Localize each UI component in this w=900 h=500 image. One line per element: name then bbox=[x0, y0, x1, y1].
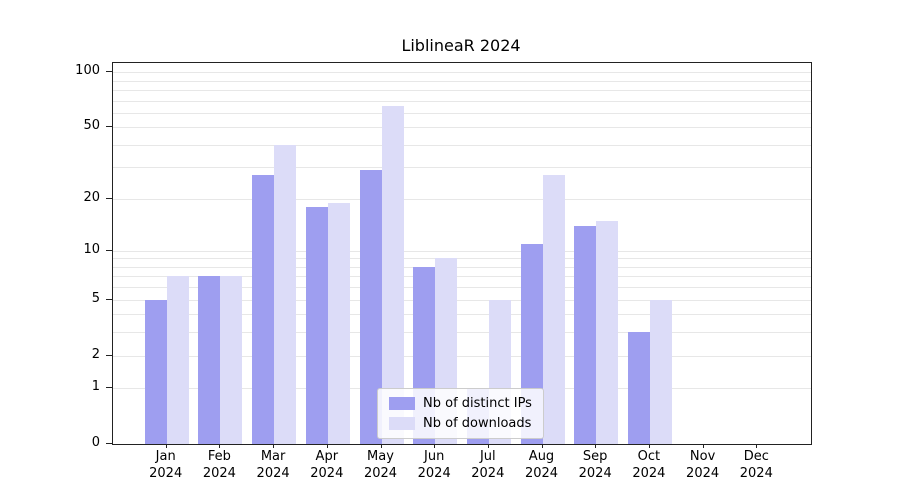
bar-distinct-ips bbox=[144, 299, 167, 444]
gridline bbox=[113, 127, 811, 129]
y-tick-label: 5 bbox=[91, 290, 100, 306]
y-tick-mark bbox=[106, 71, 112, 72]
x-tick-label: Dec 2024 bbox=[739, 449, 773, 481]
gridline bbox=[113, 198, 811, 200]
legend-item-downloads: Nb of downloads bbox=[389, 416, 532, 431]
gridline bbox=[113, 72, 811, 73]
y-tick-mark bbox=[106, 126, 112, 128]
bar-distinct-ips bbox=[574, 225, 597, 444]
y-tick-label: 2 bbox=[91, 346, 100, 362]
x-tick-mark bbox=[165, 444, 167, 448]
gridline bbox=[113, 276, 811, 278]
x-tick-label: Jun 2024 bbox=[417, 449, 451, 481]
legend-item-distinct-ips: Nb of distinct IPs bbox=[389, 396, 532, 411]
y-tick-label: 20 bbox=[83, 189, 100, 205]
gridline bbox=[113, 100, 811, 102]
bar-downloads bbox=[649, 299, 672, 444]
gridline bbox=[113, 287, 811, 289]
y-axis: 0 1 2 5 10 20 50 100 bbox=[0, 62, 112, 450]
legend-label-distinct-ips: Nb of distinct IPs bbox=[423, 396, 532, 411]
legend-swatch-downloads bbox=[389, 417, 415, 430]
bar-downloads bbox=[542, 175, 565, 444]
bar-distinct-ips bbox=[305, 206, 328, 444]
x-tick-label: Sep 2024 bbox=[578, 449, 612, 481]
bar-downloads bbox=[274, 144, 297, 444]
x-tick-mark bbox=[380, 444, 382, 448]
x-tick-label: Jul 2024 bbox=[471, 449, 505, 481]
y-tick-label: 10 bbox=[83, 241, 100, 257]
gridline bbox=[113, 314, 811, 316]
x-tick-label: Nov 2024 bbox=[686, 449, 720, 481]
x-tick-mark bbox=[756, 444, 758, 448]
x-tick-mark bbox=[273, 444, 275, 448]
x-tick-mark bbox=[702, 444, 704, 448]
gridline bbox=[113, 112, 811, 114]
gridline bbox=[113, 80, 811, 82]
bar-downloads bbox=[596, 220, 619, 444]
bar-downloads bbox=[327, 202, 350, 444]
x-axis: Jan 2024 Feb 2024 Mar 2024 Apr 2024 May 2024 Jun 20… bbox=[112, 448, 810, 488]
gridline bbox=[113, 258, 811, 260]
y-tick-mark bbox=[106, 443, 112, 444]
bar-distinct-ips bbox=[198, 276, 221, 444]
gridline bbox=[113, 250, 811, 252]
gridline bbox=[113, 167, 811, 169]
y-tick-label: 0 bbox=[91, 435, 100, 450]
x-tick-mark bbox=[326, 444, 328, 448]
gridline bbox=[113, 89, 811, 91]
legend-label-downloads: Nb of downloads bbox=[423, 416, 532, 431]
x-tick-mark bbox=[648, 444, 650, 448]
gridline bbox=[113, 144, 811, 146]
legend-swatch-distinct-ips bbox=[389, 397, 415, 410]
x-tick-label: May 2024 bbox=[363, 449, 398, 481]
x-tick-mark bbox=[434, 444, 436, 448]
y-tick-label: 50 bbox=[83, 118, 100, 134]
y-tick-mark bbox=[106, 249, 112, 251]
y-tick-mark bbox=[106, 197, 112, 199]
x-tick-label: Aug 2024 bbox=[524, 449, 559, 481]
bar-downloads bbox=[166, 276, 189, 444]
x-tick-label: Feb 2024 bbox=[202, 449, 236, 481]
y-tick-label: 100 bbox=[75, 63, 100, 78]
gridline bbox=[113, 355, 811, 357]
x-tick-mark bbox=[487, 444, 489, 448]
x-tick-mark bbox=[541, 444, 543, 448]
gridline bbox=[113, 332, 811, 334]
bar-distinct-ips bbox=[252, 175, 275, 444]
y-tick-mark bbox=[106, 298, 112, 300]
x-tick-mark bbox=[219, 444, 221, 448]
legend: Nb of distinct IPs Nb of downloads bbox=[377, 388, 544, 439]
bar-distinct-ips bbox=[359, 169, 382, 444]
chart-title: LiblineaR 2024 bbox=[401, 36, 521, 55]
x-tick-label: Oct 2024 bbox=[632, 449, 666, 481]
bar-distinct-ips bbox=[627, 332, 650, 444]
x-tick-label: Mar 2024 bbox=[256, 449, 290, 481]
bar-downloads bbox=[220, 276, 243, 444]
gridline bbox=[113, 266, 811, 268]
x-tick-mark bbox=[595, 444, 597, 448]
y-tick-mark bbox=[106, 387, 112, 389]
x-tick-label: Apr 2024 bbox=[310, 449, 344, 481]
bar-downloads bbox=[381, 106, 404, 444]
y-tick-mark bbox=[106, 354, 112, 356]
gridline bbox=[113, 299, 811, 301]
y-tick-label: 1 bbox=[91, 379, 100, 395]
x-tick-label: Jan 2024 bbox=[149, 449, 183, 481]
